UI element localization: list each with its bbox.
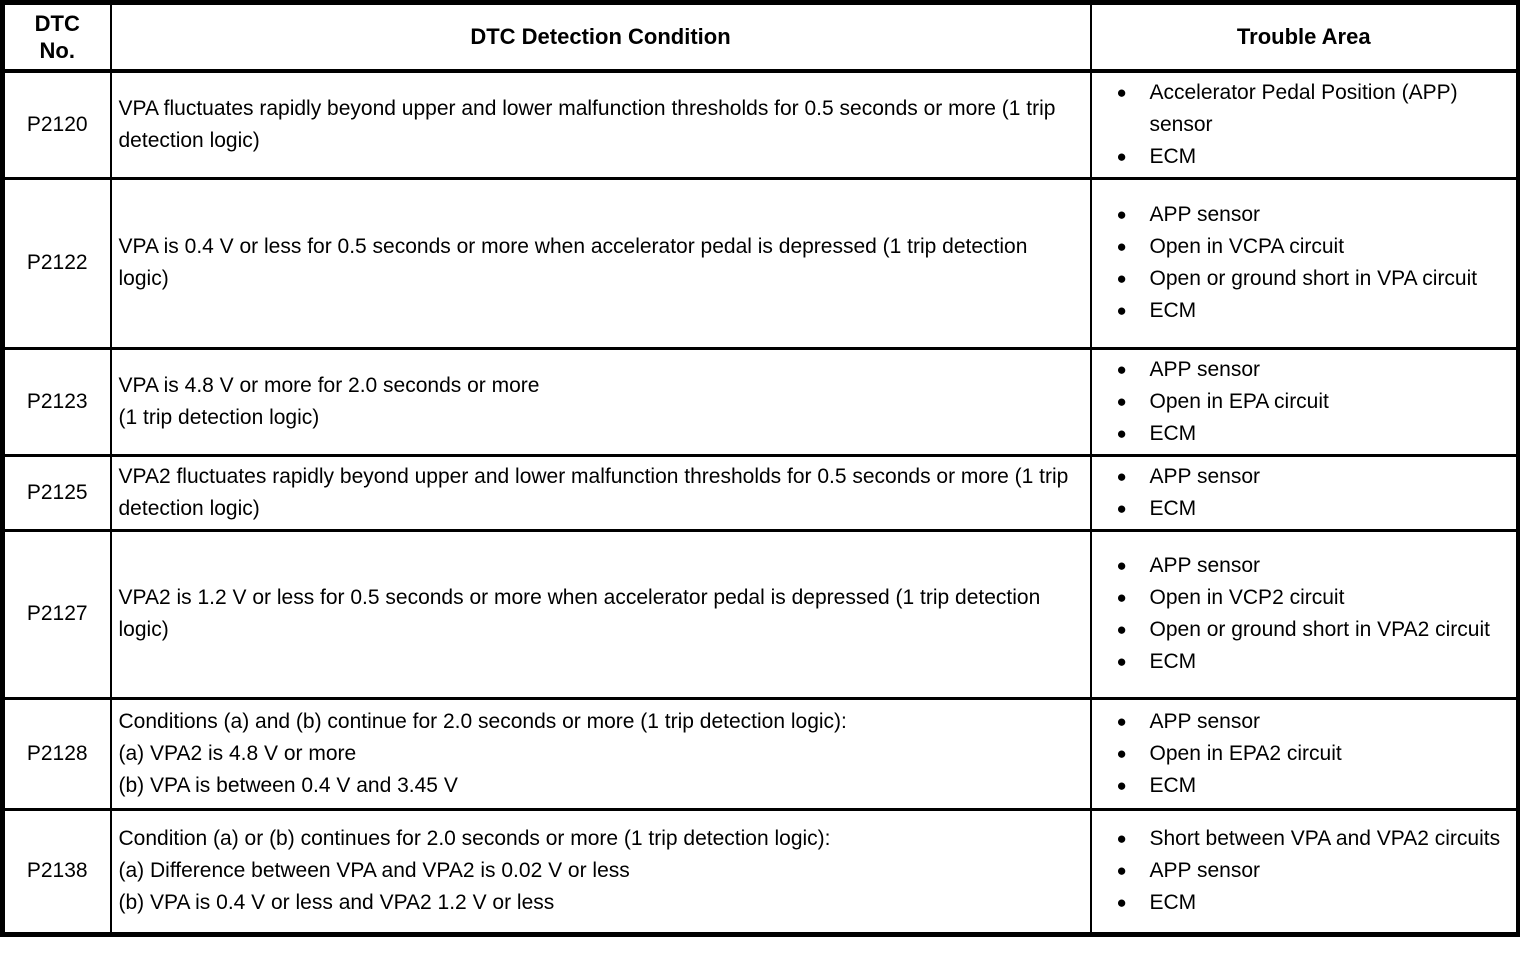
trouble-area-list: Accelerator Pedal Position (APP) sensorE… bbox=[1116, 77, 1513, 173]
dtc-code: P2125 bbox=[1, 453, 112, 532]
condition-line: (1 trip detection logic) bbox=[118, 405, 320, 429]
condition-line: VPA2 is 1.2 V or less for 0.5 seconds or… bbox=[118, 586, 1041, 641]
trouble-area-item: Open or ground short in VPA2 circuit bbox=[1116, 614, 1513, 646]
trouble-area-item: ECM bbox=[1116, 295, 1513, 327]
table-row: P2138 Condition (a) or (b) continues for… bbox=[1, 807, 1520, 936]
condition-line: Condition (a) or (b) continues for 2.0 s… bbox=[118, 827, 831, 850]
dtc-code: P2128 bbox=[1, 696, 112, 811]
trouble-area-item: ECM bbox=[1116, 418, 1513, 450]
condition-cell: VPA2 fluctuates rapidly beyond upper and… bbox=[109, 453, 1092, 532]
table-row: P2120 VPA fluctuates rapidly beyond uppe… bbox=[1, 69, 1520, 180]
condition-line: (b) VPA is 0.4 V or less and VPA2 1.2 V … bbox=[118, 891, 555, 914]
trouble-area-list: APP sensorOpen in VCP2 circuitOpen or gr… bbox=[1116, 550, 1513, 678]
trouble-area-item: Short between VPA and VPA2 circuits bbox=[1116, 823, 1513, 855]
dtc-table: DTC No. DTC Detection Condition Trouble A… bbox=[0, 0, 1520, 937]
trouble-area-cell: APP sensorECM bbox=[1089, 453, 1520, 532]
trouble-area-list: APP sensorOpen in EPA circuitECM bbox=[1116, 354, 1513, 450]
condition-line: VPA fluctuates rapidly beyond upper and … bbox=[118, 96, 1056, 152]
trouble-area-item: Open or ground short in VPA circuit bbox=[1116, 263, 1513, 295]
condition-cell: Conditions (a) and (b) continue for 2.0 … bbox=[109, 696, 1092, 811]
trouble-area-cell: APP sensorOpen in EPA2 circuitECM bbox=[1089, 696, 1520, 811]
condition-line: Conditions (a) and (b) continue for 2.0 … bbox=[118, 709, 847, 733]
trouble-area-item: APP sensor bbox=[1116, 855, 1513, 887]
trouble-area-item: ECM bbox=[1116, 887, 1513, 919]
header-line: No. bbox=[39, 37, 75, 63]
trouble-area-item: Open in EPA2 circuit bbox=[1116, 738, 1513, 770]
trouble-area-item: APP sensor bbox=[1116, 550, 1513, 582]
trouble-area-cell: Short between VPA and VPA2 circuitsAPP s… bbox=[1089, 807, 1520, 936]
trouble-area-item: ECM bbox=[1116, 493, 1513, 525]
trouble-area-list: Short between VPA and VPA2 circuitsAPP s… bbox=[1116, 823, 1513, 919]
condition-cell: VPA is 0.4 V or less for 0.5 seconds or … bbox=[109, 176, 1092, 350]
condition-cell: VPA fluctuates rapidly beyond upper and … bbox=[109, 69, 1092, 180]
trouble-area-item: Open in VCP2 circuit bbox=[1116, 582, 1513, 614]
trouble-area-item: APP sensor bbox=[1116, 706, 1513, 738]
trouble-area-item: ECM bbox=[1116, 141, 1513, 173]
dtc-code: P2138 bbox=[1, 807, 112, 936]
header-row: DTC No. DTC Detection Condition Trouble A… bbox=[1, 1, 1520, 73]
table-row: P2127 VPA2 is 1.2 V or less for 0.5 seco… bbox=[1, 528, 1520, 700]
trouble-area-cell: APP sensorOpen in VCPA circuitOpen or gr… bbox=[1089, 176, 1520, 350]
col-header-dtc-no: DTC No. bbox=[1, 1, 112, 73]
dtc-code: P2127 bbox=[1, 528, 112, 700]
condition-line: VPA2 fluctuates rapidly beyond upper and… bbox=[118, 464, 1069, 520]
condition-line: (a) VPA2 is 4.8 V or more bbox=[118, 741, 357, 765]
condition-cell: Condition (a) or (b) continues for 2.0 s… bbox=[109, 807, 1092, 936]
trouble-area-item: Accelerator Pedal Position (APP) sensor bbox=[1116, 77, 1513, 141]
col-header-detection-condition: DTC Detection Condition bbox=[109, 1, 1092, 73]
condition-line: VPA is 4.8 V or more for 2.0 seconds or … bbox=[118, 373, 540, 397]
trouble-area-list: APP sensorOpen in EPA2 circuitECM bbox=[1116, 706, 1513, 802]
trouble-area-item: Open in EPA circuit bbox=[1116, 386, 1513, 418]
table-row: P2125 VPA2 fluctuates rapidly beyond upp… bbox=[1, 453, 1520, 532]
trouble-area-list: APP sensorOpen in VCPA circuitOpen or gr… bbox=[1116, 199, 1513, 327]
table-row: P2122 VPA is 0.4 V or less for 0.5 secon… bbox=[1, 176, 1520, 350]
table-row: P2123 VPA is 4.8 V or more for 2.0 secon… bbox=[1, 346, 1520, 457]
condition-line: (b) VPA is between 0.4 V and 3.45 V bbox=[118, 773, 458, 797]
table-row: P2128 Conditions (a) and (b) continue fo… bbox=[1, 696, 1520, 811]
condition-line: VPA is 0.4 V or less for 0.5 seconds or … bbox=[118, 235, 1028, 290]
trouble-area-item: APP sensor bbox=[1116, 199, 1513, 231]
header-line: DTC bbox=[34, 10, 80, 36]
condition-line: (a) Difference between VPA and VPA2 is 0… bbox=[118, 859, 630, 882]
col-header-trouble-area: Trouble Area bbox=[1089, 1, 1520, 73]
trouble-area-item: APP sensor bbox=[1116, 354, 1513, 386]
dtc-code: P2122 bbox=[1, 176, 112, 350]
trouble-area-item: APP sensor bbox=[1116, 461, 1513, 493]
dtc-code: P2120 bbox=[1, 69, 112, 180]
condition-cell: VPA2 is 1.2 V or less for 0.5 seconds or… bbox=[109, 528, 1092, 700]
trouble-area-cell: APP sensorOpen in VCP2 circuitOpen or gr… bbox=[1089, 528, 1520, 700]
dtc-code: P2123 bbox=[1, 346, 112, 457]
trouble-area-cell: APP sensorOpen in EPA circuitECM bbox=[1089, 346, 1520, 457]
trouble-area-item: ECM bbox=[1116, 770, 1513, 802]
condition-cell: VPA is 4.8 V or more for 2.0 seconds or … bbox=[109, 346, 1092, 457]
trouble-area-item: Open in VCPA circuit bbox=[1116, 231, 1513, 263]
trouble-area-item: ECM bbox=[1116, 646, 1513, 678]
trouble-area-cell: Accelerator Pedal Position (APP) sensorE… bbox=[1089, 69, 1520, 180]
trouble-area-list: APP sensorECM bbox=[1116, 461, 1513, 525]
